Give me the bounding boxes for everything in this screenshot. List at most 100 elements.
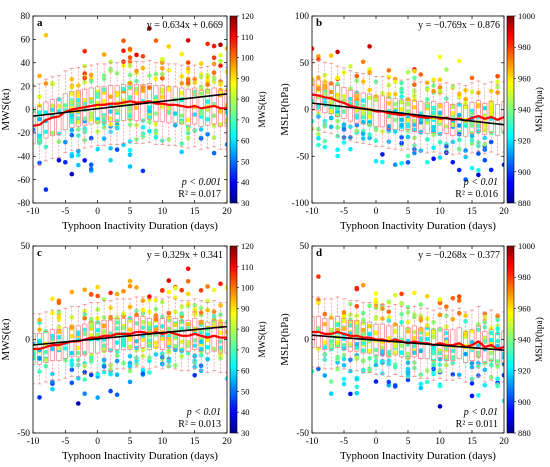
scatter-point (43, 349, 49, 355)
colorbar-label: MSLP(hpa) (534, 317, 545, 362)
scatter-point (205, 41, 210, 47)
scatter-point (335, 106, 340, 111)
scatter-point (101, 114, 107, 120)
scatter-point (418, 381, 424, 387)
scatter-point (412, 329, 417, 335)
scatter-point (173, 335, 178, 340)
scatter-point (218, 82, 223, 87)
scatter-point (134, 285, 139, 290)
scatter-point (373, 97, 379, 103)
scatter-point (341, 381, 347, 387)
scatter-point (140, 307, 146, 313)
regression-equation: y = 0.329x + 0.341 (147, 250, 223, 261)
scatter-point (437, 103, 443, 109)
x-tick-label: -10 (27, 207, 40, 217)
scatter-point (367, 135, 372, 141)
scatter-point (140, 125, 146, 130)
scatter-point (412, 122, 417, 127)
scatter-point (192, 373, 197, 378)
panel-letter: a (37, 17, 43, 29)
scatter-point (418, 372, 424, 378)
scatter-point (121, 343, 126, 348)
scatter-point (82, 377, 87, 382)
scatter-point (367, 70, 372, 75)
scatter-point (405, 101, 411, 107)
scatter-point (456, 372, 462, 378)
scatter-point (373, 300, 379, 305)
scatter-point (140, 134, 146, 139)
scatter-point (147, 26, 152, 31)
scatter-point (463, 318, 468, 324)
scatter-point (88, 372, 94, 378)
colorbar-tick-label: 60 (241, 136, 250, 146)
scatter-point (218, 281, 223, 287)
scatter-point (153, 340, 159, 346)
scatter-point (405, 118, 411, 123)
scatter-point (160, 324, 165, 329)
scatter-point (367, 44, 372, 49)
scatter-point (392, 293, 398, 298)
scatter-point (69, 333, 75, 339)
scatter-point (495, 359, 500, 364)
scatter-point (392, 117, 398, 123)
scatter-point (450, 122, 456, 127)
scatter-point (88, 316, 94, 322)
scatter-point (173, 309, 178, 315)
x-tick-label: 15 (190, 207, 200, 217)
scatter-point (160, 336, 165, 342)
scatter-point (335, 92, 340, 98)
scatter-point (476, 151, 481, 156)
scatter-point (218, 63, 223, 68)
scatter-point (412, 335, 417, 341)
scatter-point (431, 77, 436, 82)
mean-curve (33, 330, 227, 350)
scatter-point (399, 80, 404, 86)
scatter-point (386, 114, 392, 119)
scatter-point (88, 99, 94, 104)
scatter-point (88, 292, 94, 297)
scatter-point (450, 348, 456, 354)
scatter-point (444, 144, 449, 149)
scatter-point (166, 359, 172, 364)
scatter-point (405, 122, 411, 127)
scatter-point (185, 301, 191, 307)
scatter-point (224, 46, 227, 51)
scatter-point (373, 347, 379, 353)
scatter-point (360, 59, 366, 65)
scatter-point (160, 104, 165, 109)
scatter-point (316, 114, 321, 119)
x-tick-label: 20 (222, 437, 232, 447)
scatter-point (495, 79, 500, 85)
scatter-point (418, 72, 424, 77)
y-axis-label: MSLP(hPa) (279, 313, 291, 366)
colorbar-tick-label: 90 (241, 303, 250, 313)
scatter-point (488, 110, 494, 115)
scatter-point (348, 391, 353, 397)
scatter-point (424, 336, 430, 342)
scatter-point (166, 326, 172, 331)
y-tick-label: 60 (21, 36, 31, 46)
regression-equation: y = −0.268x − 0.377 (418, 250, 500, 261)
scatter-point (185, 266, 191, 272)
colorbar-tick-label: 80 (241, 324, 250, 334)
scatter-point (56, 346, 62, 351)
scatter-point (166, 318, 172, 323)
scatter-point (185, 279, 191, 284)
scatter-point (134, 68, 139, 74)
scatter-point (386, 379, 392, 385)
scatter-point (360, 340, 366, 346)
scatter-point (127, 354, 133, 359)
scatter-point (211, 55, 217, 60)
scatter-point (127, 113, 133, 119)
scatter-point (63, 103, 68, 108)
colorbar-tick-label: 110 (241, 262, 253, 272)
scatter-point (134, 339, 139, 344)
scatter-point (134, 52, 139, 58)
y-tick-label: 0 (25, 336, 30, 346)
scatter-point (437, 121, 443, 127)
x-tick-label: -10 (306, 207, 319, 217)
scatter-point (360, 115, 366, 120)
scatter-point (50, 386, 55, 392)
scatter-point (33, 127, 36, 133)
